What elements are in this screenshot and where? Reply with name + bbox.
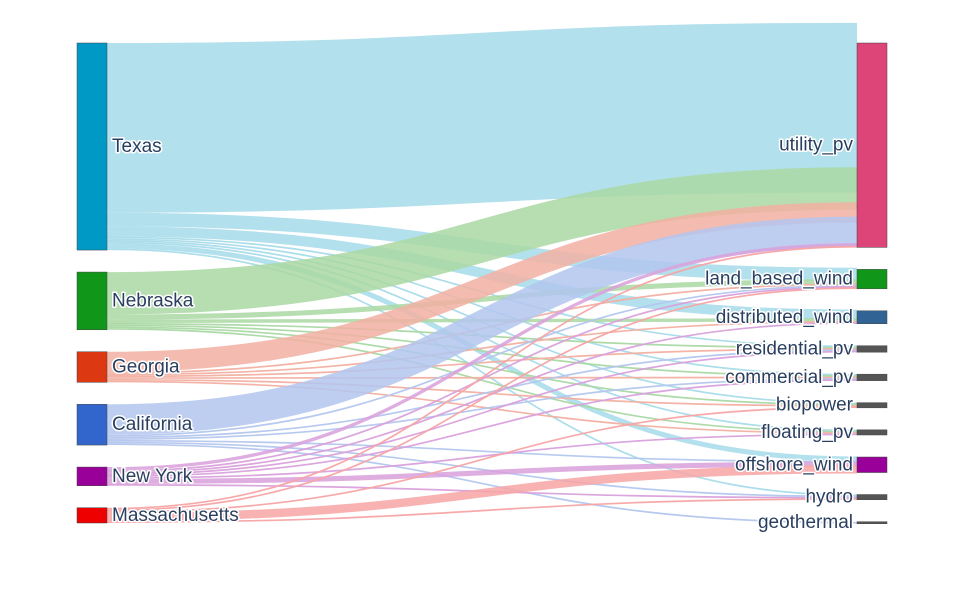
node-geothermal[interactable] <box>856 521 888 524</box>
node-label-distributed-wind: distributed_wind <box>716 307 853 328</box>
link-georgia-to-utility-pv[interactable] <box>106 202 858 373</box>
link-georgia-to-floating-pv[interactable] <box>106 380 858 434</box>
node-label-massachusetts: Massachusetts <box>112 505 239 526</box>
node-label-floating-pv: floating_pv <box>761 422 853 443</box>
link-texas-to-hydro[interactable] <box>106 248 858 497</box>
node-nebraska[interactable] <box>76 271 108 331</box>
node-floating-pv[interactable] <box>856 429 888 436</box>
node-new-york[interactable] <box>76 466 108 486</box>
link-massachusetts-to-hydro[interactable] <box>106 498 858 523</box>
link-massachusetts-to-offshore-wind[interactable] <box>106 465 858 522</box>
link-nebraska-to-floating-pv[interactable] <box>106 328 858 433</box>
node-label-utility-pv: utility_pv <box>779 135 853 156</box>
node-residential-pv[interactable] <box>856 345 888 353</box>
node-distributed-wind[interactable] <box>856 310 888 324</box>
node-label-hydro: hydro <box>805 487 853 508</box>
link-new-york-to-floating-pv[interactable] <box>106 433 858 479</box>
link-california-to-offshore-wind[interactable] <box>106 439 858 463</box>
node-label-residential-pv: residential_pv <box>736 338 854 359</box>
link-california-to-geothermal[interactable] <box>106 443 858 524</box>
link-massachusetts-to-utility-pv[interactable] <box>106 245 858 510</box>
node-label-land-based-wind: land_based_wind <box>705 269 853 290</box>
link-new-york-to-residential-pv[interactable] <box>106 350 858 476</box>
node-label-geothermal: geothermal <box>758 512 853 533</box>
link-new-york-to-offshore-wind[interactable] <box>106 461 858 485</box>
link-california-to-utility-pv[interactable] <box>106 216 858 435</box>
link-georgia-to-residential-pv[interactable] <box>106 348 858 378</box>
link-new-york-to-distributed-wind[interactable] <box>106 322 858 474</box>
node-commercial-pv[interactable] <box>856 373 888 381</box>
node-offshore-wind[interactable] <box>856 456 888 473</box>
link-nebraska-to-commercial-pv[interactable] <box>106 324 858 377</box>
link-new-york-to-utility-pv[interactable] <box>106 243 858 471</box>
node-label-nebraska: Nebraska <box>112 290 194 311</box>
link-georgia-to-distributed-wind[interactable] <box>106 320 858 376</box>
link-nebraska-to-biopower[interactable] <box>106 326 858 406</box>
node-label-new-york: New York <box>112 466 193 487</box>
node-texas[interactable] <box>76 42 108 251</box>
link-texas-to-commercial-pv[interactable] <box>106 238 858 376</box>
link-california-to-land-based-wind[interactable] <box>106 284 858 437</box>
link-texas-to-offshore-wind[interactable] <box>106 243 858 462</box>
sankey-nodes <box>76 42 888 524</box>
link-nebraska-to-land-based-wind[interactable] <box>106 279 858 320</box>
node-label-texas: Texas <box>112 136 162 157</box>
link-texas-to-utility-pv[interactable] <box>106 22 858 213</box>
link-new-york-to-commercial-pv[interactable] <box>106 379 858 478</box>
node-label-california: California <box>112 414 193 435</box>
link-california-to-residential-pv[interactable] <box>106 349 858 439</box>
node-label-georgia: Georgia <box>112 357 180 378</box>
node-label-commercial-pv: commercial_pv <box>725 367 853 388</box>
link-nebraska-to-utility-pv[interactable] <box>106 167 858 315</box>
node-label-biopower: biopower <box>776 395 854 416</box>
link-california-to-hydro[interactable] <box>106 441 858 498</box>
link-georgia-to-biopower[interactable] <box>106 378 858 407</box>
link-texas-to-distributed-wind[interactable] <box>106 226 858 320</box>
link-california-to-commercial-pv[interactable] <box>106 377 858 440</box>
link-massachusetts-to-land-based-wind[interactable] <box>106 287 858 512</box>
node-label-offshore-wind: offshore_wind <box>735 454 853 475</box>
node-california[interactable] <box>76 404 108 446</box>
link-massachusetts-to-biopower[interactable] <box>106 406 858 513</box>
node-massachusetts[interactable] <box>76 507 108 524</box>
node-hydro[interactable] <box>856 494 888 500</box>
node-biopower[interactable] <box>856 402 888 409</box>
sankey-links <box>106 22 858 524</box>
node-georgia[interactable] <box>76 351 108 383</box>
node-land-based-wind[interactable] <box>856 269 888 290</box>
sankey-labels: Texas Nebraska Georgia California New York Ma… <box>111 133 856 535</box>
link-new-york-to-land-based-wind[interactable] <box>106 286 858 473</box>
node-utility-pv[interactable] <box>856 42 888 248</box>
